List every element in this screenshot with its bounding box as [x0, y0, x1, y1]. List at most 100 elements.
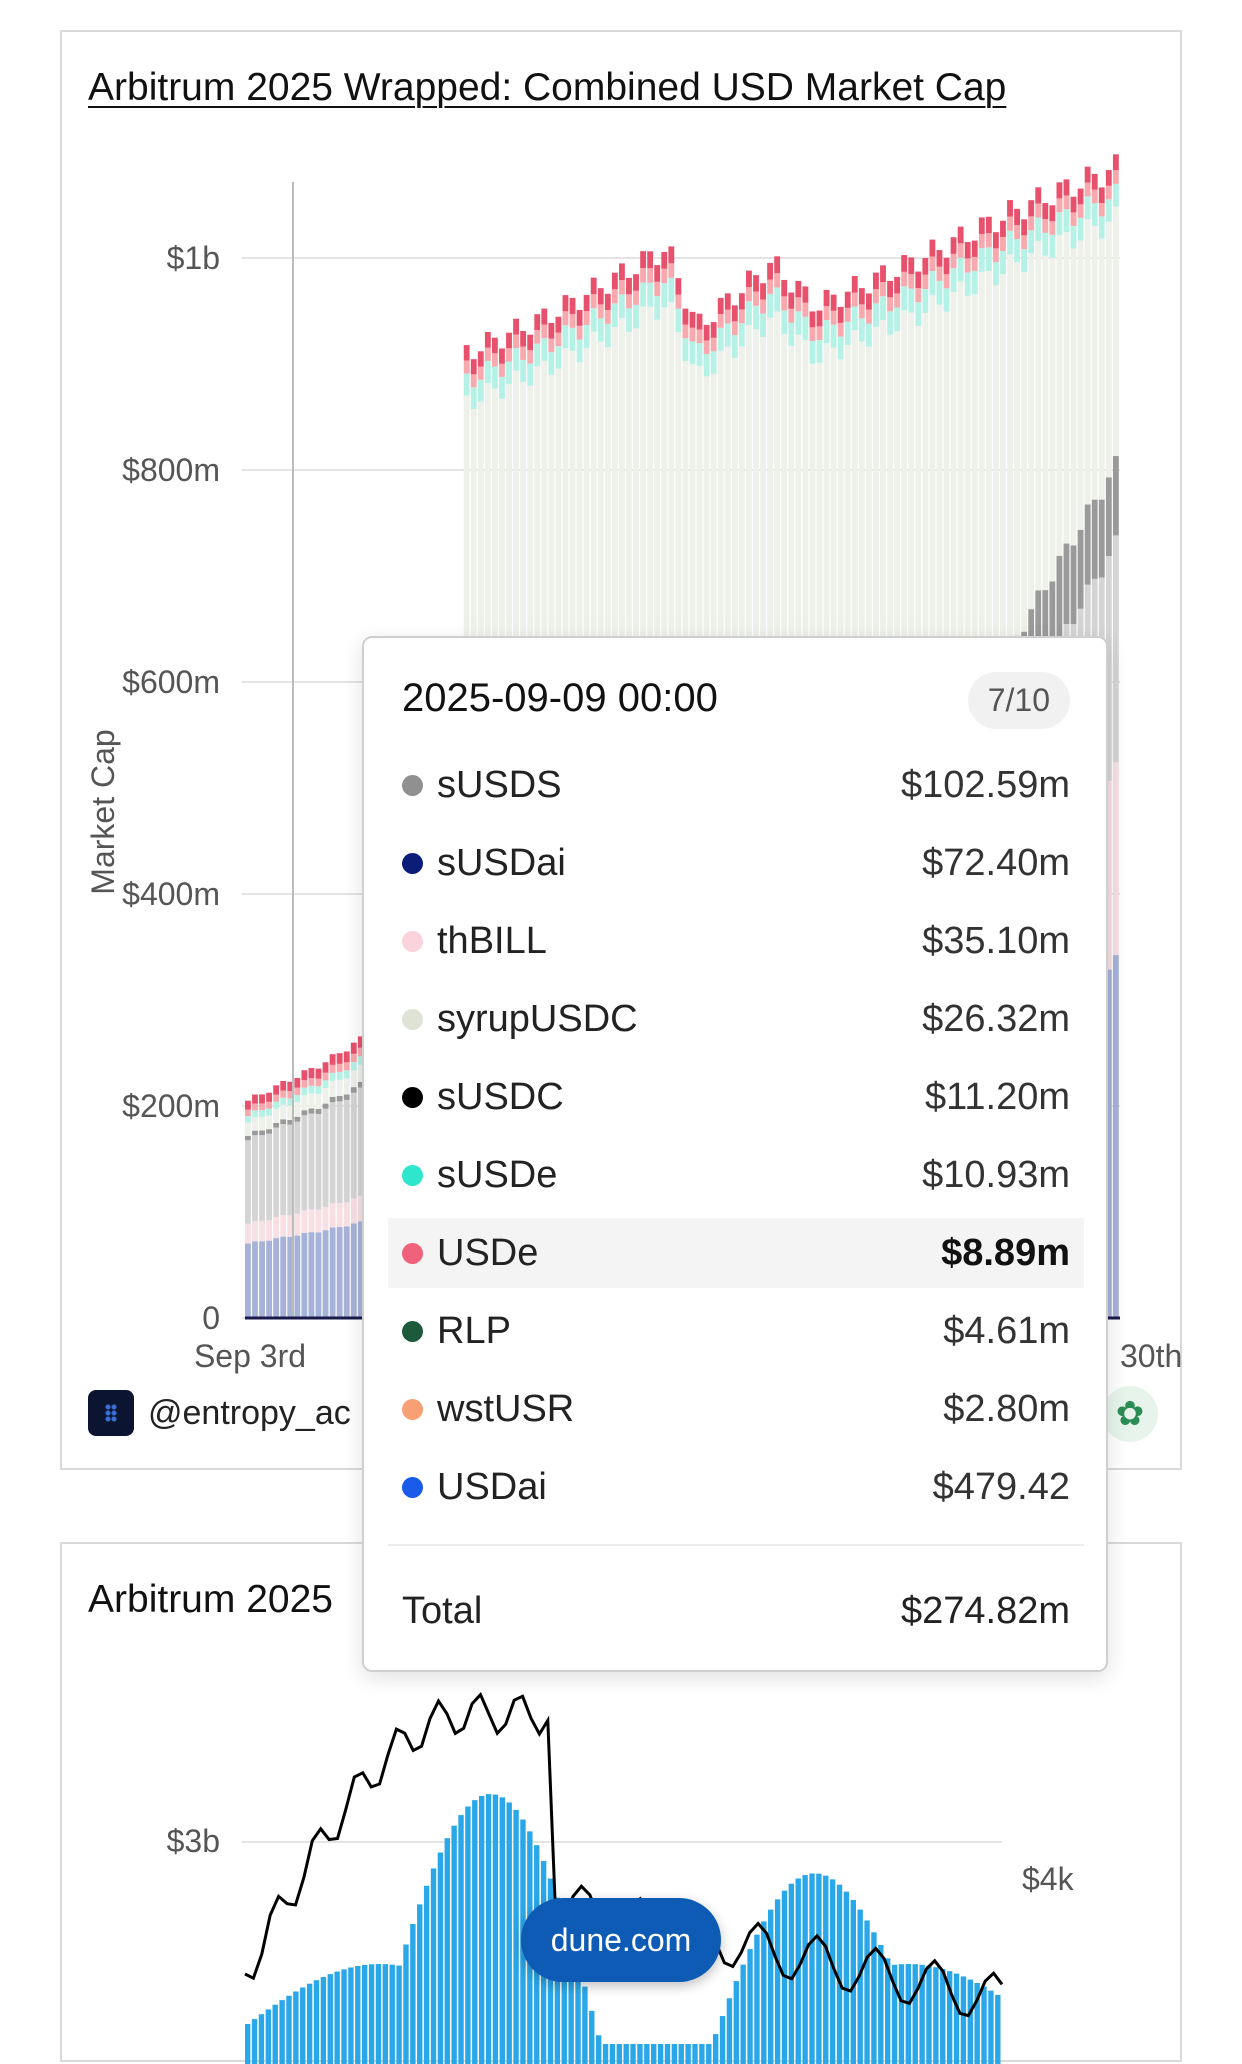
stack-segment	[301, 1232, 308, 1318]
stack-segment	[767, 317, 774, 818]
author[interactable]: @entropy_ac	[88, 1390, 351, 1436]
tooltip-row: sUSDS $102.59m	[388, 750, 1084, 820]
stack-segment	[809, 340, 816, 364]
stack-segment	[1070, 196, 1077, 213]
stack-segment	[294, 1094, 301, 1103]
stack-segment	[830, 310, 837, 325]
bar	[754, 1934, 760, 2064]
stack-segment	[802, 286, 809, 303]
stack-segment	[266, 1101, 273, 1109]
bar	[341, 1969, 347, 2064]
bar	[857, 1909, 863, 2064]
author-handle: @entropy_ac	[148, 1393, 351, 1432]
stack-segment	[802, 316, 809, 340]
second-chart-title[interactable]: Arbitrum 2025	[88, 1578, 333, 1621]
stack-segment	[682, 361, 689, 840]
bar	[492, 1794, 499, 2064]
bar	[272, 2004, 278, 2064]
stack-segment	[647, 251, 654, 269]
bar	[568, 1940, 574, 2064]
bar	[809, 1873, 815, 2064]
bar	[361, 1964, 368, 2064]
stack-segment	[484, 347, 491, 361]
stack-segment	[315, 1108, 322, 1114]
stack-segment	[329, 1080, 336, 1097]
stack-segment	[781, 296, 788, 311]
stack-segment	[343, 1062, 350, 1071]
stack-segment	[746, 324, 752, 822]
stack-segment	[562, 325, 569, 349]
stack-segment	[661, 307, 668, 813]
stack-segment	[287, 1215, 294, 1237]
stack-segment	[668, 277, 675, 303]
stack-segment	[978, 233, 985, 249]
stack-segment	[491, 337, 498, 354]
stack-segment	[548, 374, 555, 847]
stack-segment	[259, 1241, 265, 1318]
stack-segment	[287, 1236, 294, 1318]
stack-segment	[873, 289, 879, 304]
stack-segment	[287, 1119, 294, 1125]
stack-segment	[717, 314, 724, 328]
stack-segment	[1028, 253, 1035, 610]
stack-segment	[294, 1213, 301, 1236]
dune-link-button[interactable]: dune.com	[521, 1898, 721, 1982]
chart-title[interactable]: Arbitrum 2025 Wrapped: Combined USD Mark…	[88, 66, 1007, 109]
stack-segment	[1028, 200, 1035, 217]
stack-segment	[1077, 188, 1084, 205]
stack-segment	[696, 329, 703, 344]
stack-segment	[266, 1115, 273, 1130]
stack-segment	[1014, 225, 1021, 240]
stack-segment	[604, 346, 611, 833]
stack-segment	[513, 370, 520, 845]
stack-segment	[738, 323, 745, 347]
stack-segment	[252, 1220, 258, 1242]
stack-segment	[576, 362, 583, 841]
stack-segment	[675, 294, 682, 309]
tooltip-series-label: USDai	[437, 1465, 547, 1508]
stack-segment	[245, 1243, 251, 1318]
stack-segment	[308, 1078, 315, 1086]
stack-segment	[929, 239, 936, 257]
stack-segment	[929, 270, 936, 296]
bar	[293, 1991, 299, 2064]
bar	[692, 2044, 698, 2064]
stack-segment	[915, 302, 922, 326]
bar	[327, 1974, 333, 2064]
bar	[382, 1964, 389, 2064]
stack-segment	[611, 272, 618, 290]
stack-segment	[1021, 219, 1028, 236]
y-tick-label: 0	[202, 1300, 220, 1336]
stack-segment	[1042, 232, 1049, 256]
tooltip-row: sUSDe $10.93m	[388, 1140, 1084, 1210]
author-avatar	[88, 1390, 134, 1436]
stack-segment	[336, 1079, 343, 1096]
stack-segment	[484, 383, 491, 851]
bar	[995, 1994, 1001, 2064]
stack-segment	[470, 359, 477, 375]
stack-segment	[760, 313, 766, 337]
stack-segment	[294, 1235, 301, 1318]
stack-segment	[957, 257, 964, 282]
stack-segment	[252, 1241, 258, 1318]
series-dot-icon	[402, 1008, 423, 1030]
series-dot-icon	[402, 1164, 423, 1186]
stack-segment	[350, 1070, 357, 1088]
bar	[423, 1885, 430, 2064]
stack-segment	[858, 341, 865, 830]
stack-segment	[301, 1087, 308, 1096]
stack-segment	[795, 334, 802, 827]
stack-segment	[992, 285, 999, 683]
stack-segment	[1105, 170, 1112, 186]
stack-segment	[266, 1220, 273, 1241]
verified-badge-icon[interactable]: ✿	[1102, 1386, 1158, 1442]
stack-segment	[618, 294, 625, 319]
tooltip-page-indicator[interactable]: 7/10	[967, 672, 1070, 729]
stack-segment	[1084, 182, 1091, 197]
stack-segment	[1035, 240, 1042, 591]
bar	[940, 1968, 946, 2064]
bar	[685, 2044, 691, 2064]
bar	[251, 2019, 258, 2064]
stack-segment	[809, 363, 816, 841]
stack-segment	[541, 324, 548, 339]
